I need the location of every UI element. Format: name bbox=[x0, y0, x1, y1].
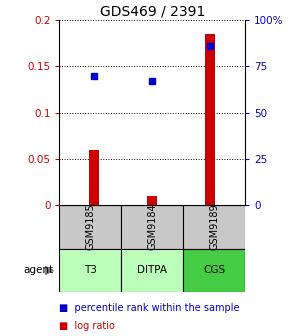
Bar bbox=[205, 34, 215, 205]
Title: GDS469 / 2391: GDS469 / 2391 bbox=[99, 5, 205, 19]
Text: ■  percentile rank within the sample: ■ percentile rank within the sample bbox=[59, 303, 240, 313]
Bar bbox=[59, 205, 121, 249]
Bar bbox=[147, 196, 157, 205]
Text: GSM9189: GSM9189 bbox=[209, 204, 219, 250]
Text: GSM9184: GSM9184 bbox=[147, 204, 157, 250]
Text: agent: agent bbox=[23, 265, 54, 276]
Bar bbox=[59, 249, 121, 292]
Bar bbox=[183, 249, 245, 292]
Text: CGS: CGS bbox=[203, 265, 225, 276]
Bar bbox=[121, 205, 183, 249]
Text: T3: T3 bbox=[84, 265, 97, 276]
Text: GSM9185: GSM9185 bbox=[85, 203, 95, 250]
Bar bbox=[89, 150, 99, 205]
Text: ■  log ratio: ■ log ratio bbox=[59, 321, 115, 331]
Bar bbox=[183, 205, 245, 249]
Text: DITPA: DITPA bbox=[137, 265, 167, 276]
Bar bbox=[121, 249, 183, 292]
